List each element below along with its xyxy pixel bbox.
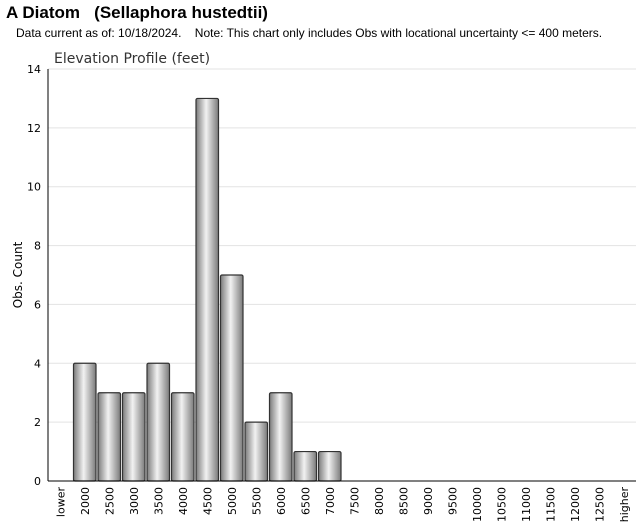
x-tick-label-8000: 8000 [373,487,386,515]
x-tick-label-11000: 11000 [520,487,533,522]
x-tick-label-5500: 5500 [250,487,263,515]
y-tick-label-14: 14 [27,63,41,76]
y-tick-label-10: 10 [27,181,41,194]
y-tick-label-4: 4 [34,357,41,370]
bar-3000 [121,392,146,482]
chart-main-title: A Diatom (Sellaphora hustedtii) [6,3,268,22]
grid-lines [48,68,636,423]
x-tick-label-7000: 7000 [324,487,337,515]
x-tick-label-4500: 4500 [201,487,214,515]
bar-2500 [97,392,122,482]
y-tick-label-8: 8 [34,240,41,253]
bar-4500 [195,97,220,482]
x-tick-label-12000: 12000 [569,487,582,522]
x-tick-label-10000: 10000 [471,487,484,522]
y-tick-label-0: 0 [34,475,41,488]
x-tick-label-4000: 4000 [177,487,190,515]
x-tick-label-10500: 10500 [495,487,508,522]
x-tick-label-12500: 12500 [593,487,606,522]
y-tick-label-6: 6 [34,298,41,311]
bar-2000 [72,362,97,482]
x-tick-label-11500: 11500 [544,487,557,522]
x-tick-label-3000: 3000 [128,487,141,515]
x-tick-label-2500: 2500 [103,487,116,515]
x-tick-label-5000: 5000 [226,487,239,515]
x-tick-label-higher: higher [618,487,631,523]
chart-subtitle-note: Data current as of: 10/18/2024. Note: Th… [16,26,603,40]
bar-3500 [146,362,171,482]
y-tick-label-12: 12 [27,122,41,135]
bar-6500 [293,450,318,482]
x-tick-label-6000: 6000 [275,487,288,515]
bars-group [72,97,342,482]
x-tick-label-8500: 8500 [397,487,410,515]
x-tick-label-9000: 9000 [422,487,435,515]
x-tick-label-7500: 7500 [348,487,361,515]
y-tick-labels: 0 2 4 6 8 10 12 14 [27,63,41,488]
x-tick-label-2000: 2000 [79,487,92,515]
x-tick-label-lower: lower [54,487,67,518]
y-axis-label: Obs. Count [11,241,25,308]
bar-5500 [244,421,269,482]
bar-7000 [317,450,342,482]
bar-5000 [219,274,244,482]
x-tick-label-9500: 9500 [446,487,459,515]
x-tick-label-3500: 3500 [152,487,165,515]
plot-title: Elevation Profile (feet) [54,51,210,67]
axes-group [47,69,636,482]
bar-4000 [170,392,195,482]
bar-6000 [268,392,293,482]
x-tick-labels: lower 2000 2500 3000 3500 4000 4500 5000 5500 600… [54,487,631,523]
y-tick-label-2: 2 [34,416,41,429]
x-tick-label-6500: 6500 [299,487,312,515]
